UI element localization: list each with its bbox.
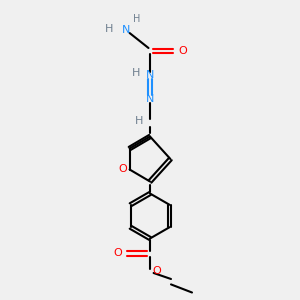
Text: H: H	[132, 68, 141, 79]
Text: O: O	[178, 46, 187, 56]
Text: O: O	[152, 266, 161, 277]
Text: O: O	[118, 164, 127, 175]
Text: H: H	[135, 116, 144, 127]
Text: N: N	[146, 94, 154, 104]
Text: O: O	[113, 248, 122, 259]
Text: N: N	[122, 25, 130, 35]
Text: H: H	[105, 23, 114, 34]
Text: H: H	[133, 14, 140, 25]
Text: N: N	[146, 70, 154, 80]
